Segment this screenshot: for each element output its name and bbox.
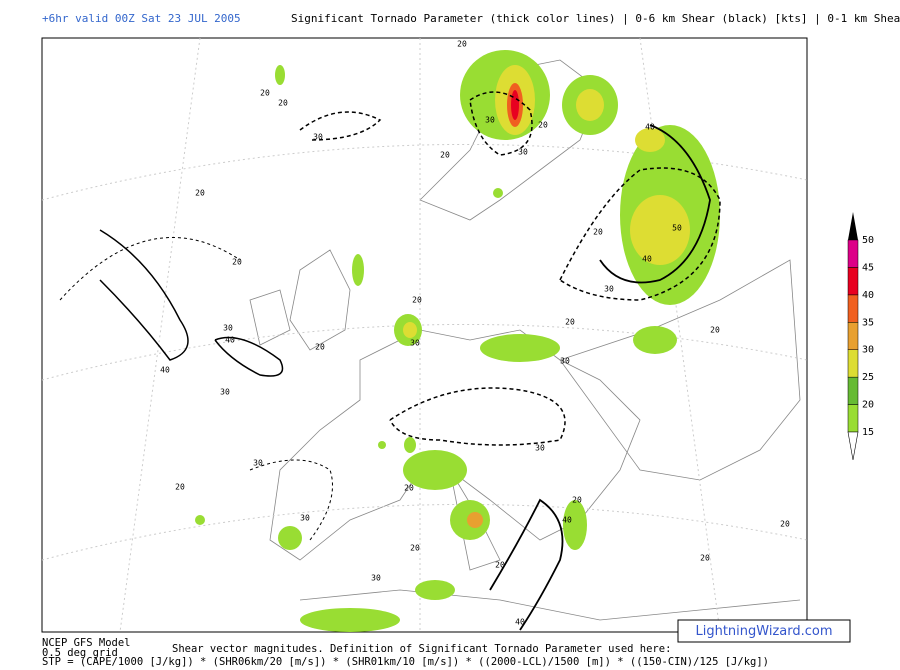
contour-label: 20 bbox=[593, 228, 603, 237]
contour-labels: 20 20 20 30 20 30 20 30 20 40 20 50 40 30 20 30 40 20 20 30… bbox=[160, 40, 790, 627]
colorbar: 15 20 25 30 35 40 45 50 bbox=[847, 212, 874, 461]
colorbar-label: 20 bbox=[862, 400, 874, 411]
shear-blob bbox=[195, 515, 205, 525]
contour-label: 20 bbox=[412, 296, 422, 305]
contour-label: 50 bbox=[672, 224, 682, 233]
colorbar-label: 35 bbox=[862, 317, 874, 328]
shear-blob bbox=[275, 65, 285, 85]
contour-label: 30 bbox=[313, 133, 323, 142]
contour-label: 30 bbox=[253, 459, 263, 468]
contour-label: 20 bbox=[232, 258, 242, 267]
contour-label: 20 bbox=[565, 318, 575, 327]
contour-label: 40 bbox=[160, 366, 170, 375]
contour-label: 30 bbox=[535, 444, 545, 453]
colorbar-label: 30 bbox=[862, 345, 874, 356]
colorbar-top-cap bbox=[848, 212, 858, 240]
colorbar-label: 15 bbox=[862, 427, 874, 438]
shear-blob bbox=[633, 326, 677, 354]
watermark-box bbox=[677, 619, 851, 643]
contour-label: 20 bbox=[404, 484, 414, 493]
stp-formula: STP = (CAPE/1000 [J/kg]) * (SHR06km/20 [… bbox=[42, 656, 769, 668]
map-frame bbox=[41, 37, 808, 633]
contour-label: 20 bbox=[410, 544, 420, 553]
contour-label: 20 bbox=[780, 520, 790, 529]
colorbar-label: 45 bbox=[862, 262, 874, 273]
contour-label: 20 bbox=[195, 189, 205, 198]
contour-label: 40 bbox=[645, 123, 655, 132]
shear-blob bbox=[467, 512, 483, 528]
contour-label: 20 bbox=[315, 343, 325, 352]
contour-label: 20 bbox=[538, 121, 548, 130]
colorbar-swatch bbox=[847, 404, 859, 433]
contour-label: 20 bbox=[260, 89, 270, 98]
colorbar-swatch bbox=[847, 322, 859, 350]
shear-blob bbox=[511, 90, 519, 120]
shear-blob bbox=[480, 334, 560, 362]
colorbar-swatch bbox=[847, 267, 859, 296]
watermark: LightningWizard.com bbox=[695, 624, 832, 639]
contour-label: 40 bbox=[225, 336, 235, 345]
contour-label: 30 bbox=[371, 574, 381, 583]
colorbar-swatch bbox=[847, 376, 859, 405]
shear-blob bbox=[404, 437, 416, 453]
shear-blob bbox=[403, 450, 467, 490]
shear-blob bbox=[415, 580, 455, 600]
colorbar-label: 25 bbox=[862, 372, 874, 383]
contour-label: 40 bbox=[642, 255, 652, 264]
shear-blob bbox=[352, 254, 364, 286]
contour-label: 40 bbox=[562, 516, 572, 525]
colorbar-label: 50 bbox=[862, 235, 874, 246]
shear-contours bbox=[59, 91, 721, 631]
contour-label: 30 bbox=[485, 116, 495, 125]
shear-blob bbox=[278, 526, 302, 550]
contour-label: 20 bbox=[278, 99, 288, 108]
colorbar-label: 40 bbox=[862, 290, 874, 301]
contour-label: 30 bbox=[604, 285, 614, 294]
contour-label: 20 bbox=[457, 40, 467, 49]
shear-blob bbox=[403, 322, 417, 338]
shear-blob bbox=[630, 195, 690, 265]
contour-label: 20 bbox=[710, 326, 720, 335]
contour-label: 20 bbox=[572, 496, 582, 505]
contour-label: 30 bbox=[220, 388, 230, 397]
shear-blob bbox=[563, 500, 587, 550]
colorbar-bottom-cap bbox=[847, 431, 859, 461]
contour-label: 30 bbox=[560, 357, 570, 366]
footer-note: Shear vector magnitudes. Definition of S… bbox=[172, 643, 671, 655]
colorbar-swatch bbox=[847, 294, 859, 323]
map-title: Significant Tornado Parameter (thick col… bbox=[291, 12, 900, 25]
contour-label: 20 bbox=[175, 483, 185, 492]
shear-blob bbox=[493, 188, 503, 198]
grid-note: 0.5 deg grid bbox=[42, 647, 118, 659]
contour-label: 30 bbox=[410, 339, 420, 348]
contour-label: 30 bbox=[300, 514, 310, 523]
colorbar-swatch bbox=[847, 239, 859, 268]
contour-label: 40 bbox=[515, 618, 525, 627]
model-name: NCEP GFS Model bbox=[42, 637, 131, 649]
shear-blob bbox=[635, 128, 665, 152]
contour-label: 20 bbox=[495, 561, 505, 570]
shear-blob bbox=[300, 608, 400, 632]
contour-label: 20 bbox=[700, 554, 710, 563]
contour-label: 30 bbox=[518, 148, 528, 157]
valid-time: +6hr valid 00Z Sat 23 JUL 2005 bbox=[42, 12, 241, 25]
colorbar-swatch bbox=[847, 349, 859, 378]
shear-blob bbox=[576, 89, 604, 121]
contour-label: 20 bbox=[440, 151, 450, 160]
shear-blob bbox=[378, 441, 386, 449]
contour-label: 30 bbox=[223, 324, 233, 333]
shear-shading bbox=[195, 50, 720, 632]
